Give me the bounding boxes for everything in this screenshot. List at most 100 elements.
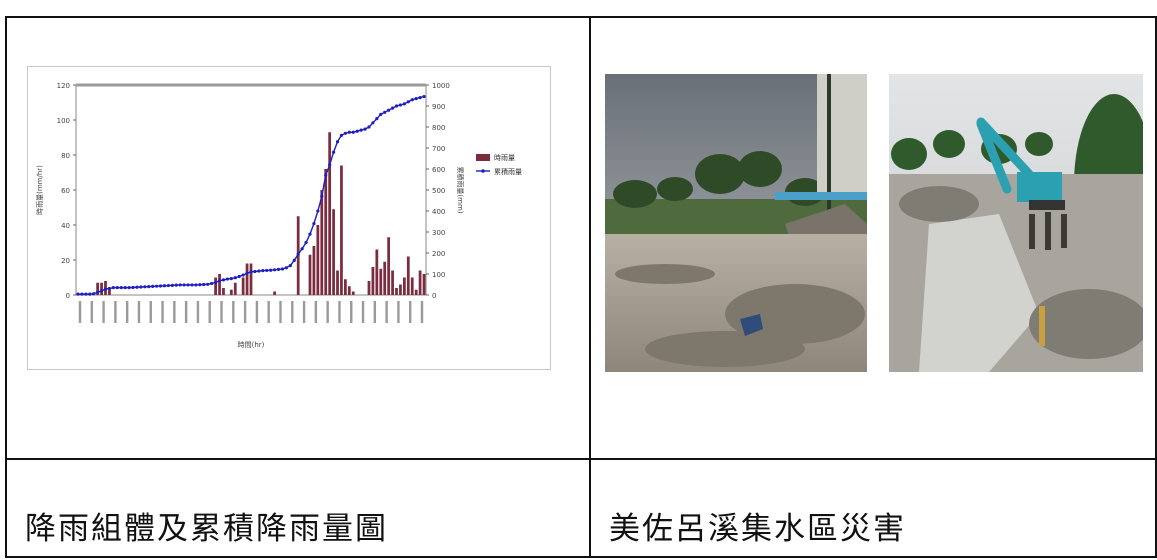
cumulative-point	[269, 268, 273, 272]
cumulative-point	[206, 282, 210, 286]
rain-bar	[351, 291, 355, 295]
y-right-tick-label: 200	[432, 250, 445, 258]
rain-bar	[371, 267, 375, 295]
rain-bar	[414, 289, 418, 295]
y-left-tick-label: 100	[57, 117, 70, 125]
y-right-tick-label: 800	[432, 124, 445, 132]
cumulative-point	[406, 100, 410, 104]
cumulative-point	[320, 194, 324, 198]
rain-bar	[387, 237, 391, 295]
cumulative-point	[367, 125, 371, 129]
cumulative-point	[414, 97, 418, 101]
y-right-tick-label: 700	[432, 145, 445, 153]
cumulative-point	[312, 222, 316, 226]
y-right-tick-label: 400	[432, 208, 445, 216]
rain-bar	[229, 289, 233, 295]
cumulative-point	[170, 283, 174, 287]
cumulative-point	[103, 287, 108, 291]
x-tick-label	[125, 301, 129, 323]
rain-bar	[96, 282, 100, 295]
rain-bar	[218, 274, 221, 295]
cumulative-point	[202, 282, 206, 287]
cumulative-point	[359, 128, 363, 132]
rainfall-chart: 0 20 40 60 80 100 120 0 100 200 300 400 500 600 700 800…	[36, 82, 522, 349]
cumulative-point	[316, 209, 320, 213]
y-left-tick-label: 60	[61, 187, 70, 195]
rain-bar	[233, 282, 237, 295]
cumulative-point	[379, 112, 383, 116]
y-right-tick-label: 1000	[432, 82, 450, 90]
cumulative-point	[261, 269, 265, 273]
rain-bar	[324, 169, 328, 295]
cumulative-point	[343, 131, 347, 135]
cumulative-point	[284, 266, 288, 270]
x-tick-label	[114, 301, 117, 323]
x-tick-label	[102, 301, 105, 323]
cumulative-point	[151, 284, 155, 288]
rain-bar	[418, 270, 422, 295]
x-tick-label	[196, 301, 200, 323]
cumulative-point	[166, 283, 171, 288]
cumulative-point	[402, 102, 406, 106]
legend-bar-swatch	[476, 154, 490, 161]
x-tick-label	[220, 301, 223, 323]
cumulative-point	[92, 292, 96, 296]
x-tick-label	[173, 301, 176, 323]
cumulative-point	[347, 130, 351, 134]
cumulative-point	[158, 284, 163, 288]
x-tick-label	[149, 301, 152, 323]
cumulative-point	[422, 94, 426, 99]
cumulative-point	[198, 283, 202, 287]
cumulative-point	[324, 173, 328, 177]
x-tick-label	[409, 301, 412, 323]
caption-cell-left: 降雨組體及累積降雨量圖	[5, 458, 591, 558]
y-right-tick-label: 100	[432, 271, 445, 279]
cumulative-point	[383, 110, 387, 114]
legend-line-label: 累積雨量	[494, 167, 522, 176]
rain-bar	[406, 256, 410, 295]
rain-bar	[245, 263, 249, 295]
y-left-tick-label: 80	[61, 152, 70, 160]
chart-cell: 0 20 40 60 80 100 120 0 100 200 300 400 500 600 700 800…	[5, 16, 591, 460]
y-right-tick-label: 900	[432, 103, 445, 111]
cumulative-point	[119, 286, 123, 290]
cumulative-point	[331, 150, 336, 154]
cumulative-point	[355, 129, 359, 133]
y-right-axis-label: 累積雨量(mm)	[456, 166, 465, 213]
rain-bar	[344, 279, 347, 295]
x-tick-label	[137, 301, 141, 323]
rain-bar	[340, 165, 343, 295]
cumulative-point	[80, 292, 84, 296]
x-tick-label	[208, 301, 211, 323]
cumulative-point	[276, 267, 281, 271]
cumulative-point	[300, 247, 304, 251]
rain-bar	[391, 270, 394, 295]
disaster-photo-left	[605, 74, 867, 372]
x-tick-label	[78, 301, 82, 323]
cumulative-point	[221, 278, 226, 282]
cumulative-point	[210, 281, 214, 286]
rain-bar	[100, 282, 103, 295]
cumulative-point	[371, 121, 375, 125]
x-axis-label: 時間(hr)	[238, 341, 265, 349]
cumulative-point	[390, 106, 395, 110]
cumulative-point	[233, 276, 237, 280]
cumulative-point	[245, 271, 249, 275]
cumulative-point	[99, 289, 104, 293]
cumulative-point	[174, 283, 178, 287]
y-left-tick-label: 40	[61, 222, 70, 230]
cumulative-point	[182, 283, 186, 287]
disaster-photo-right	[889, 74, 1143, 372]
y-right-tick-label: 500	[432, 187, 445, 195]
rain-bar	[328, 132, 332, 295]
rain-bar	[222, 288, 225, 295]
cumulative-point	[296, 252, 300, 256]
rain-bar	[422, 274, 426, 295]
cumulative-point	[249, 270, 253, 274]
x-tick-label	[373, 301, 377, 323]
x-tick-label	[314, 301, 318, 323]
cumulative-point	[76, 292, 80, 296]
cumulative-point	[190, 283, 194, 287]
x-tick-label	[326, 301, 329, 323]
cumulative-point	[111, 286, 115, 290]
